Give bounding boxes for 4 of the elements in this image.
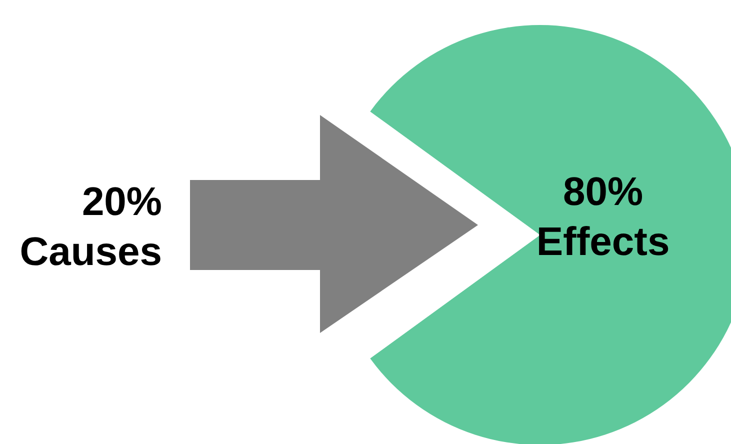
data-label: 80% xyxy=(562,170,644,214)
data-label: 20% xyxy=(82,180,162,224)
slice-label: Effects xyxy=(536,220,670,264)
slice-label: Causes xyxy=(20,230,162,274)
